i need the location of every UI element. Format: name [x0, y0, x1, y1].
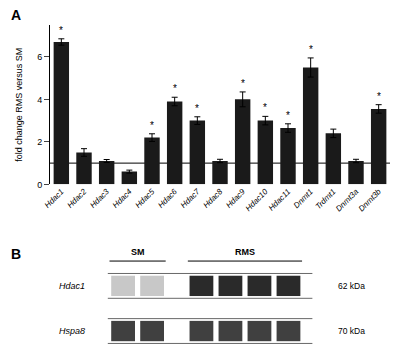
svg-text:*: * [286, 110, 290, 121]
svg-text:Trdmt1: Trdmt1 [314, 187, 338, 211]
svg-text:Dnmt1: Dnmt1 [292, 187, 315, 210]
svg-text:*: * [150, 120, 154, 131]
svg-text:*: * [263, 102, 267, 113]
svg-text:70 kDa: 70 kDa [338, 326, 365, 336]
svg-text:RMS: RMS [235, 247, 255, 257]
svg-text:Hdac9: Hdac9 [224, 187, 247, 210]
svg-text:4: 4 [37, 95, 42, 105]
svg-text:Hspa8: Hspa8 [59, 326, 85, 336]
svg-text:*: * [59, 25, 63, 36]
svg-text:*: * [195, 103, 199, 114]
svg-text:Hdac6: Hdac6 [156, 187, 179, 210]
svg-text:Dnmt3a: Dnmt3a [334, 187, 361, 214]
svg-text:Dnmt3b: Dnmt3b [357, 187, 384, 214]
svg-text:fold change RMS versus SM: fold change RMS versus SM [14, 48, 24, 162]
svg-text:SM: SM [131, 247, 145, 257]
svg-text:Hdac10: Hdac10 [244, 187, 270, 213]
svg-text:A: A [11, 7, 21, 23]
svg-text:Hdac5: Hdac5 [134, 187, 157, 210]
svg-text:62 kDa: 62 kDa [338, 281, 365, 291]
svg-text:*: * [173, 83, 177, 94]
svg-text:Hdac2: Hdac2 [66, 187, 89, 210]
svg-text:B: B [11, 246, 21, 262]
svg-text:Hdac1: Hdac1 [43, 187, 66, 210]
svg-text:6: 6 [37, 52, 42, 62]
svg-text:*: * [309, 44, 313, 55]
svg-text:Hdac1: Hdac1 [59, 281, 85, 291]
svg-text:Hdac8: Hdac8 [202, 187, 225, 210]
svg-text:0: 0 [37, 180, 42, 190]
svg-text:Hdac4: Hdac4 [111, 187, 134, 210]
svg-text:*: * [241, 78, 245, 89]
svg-text:Hdac7: Hdac7 [179, 187, 202, 210]
svg-text:*: * [377, 91, 381, 102]
svg-text:Hdac3: Hdac3 [88, 187, 111, 210]
svg-text:2: 2 [37, 137, 42, 147]
svg-text:Hdac11: Hdac11 [267, 187, 292, 212]
